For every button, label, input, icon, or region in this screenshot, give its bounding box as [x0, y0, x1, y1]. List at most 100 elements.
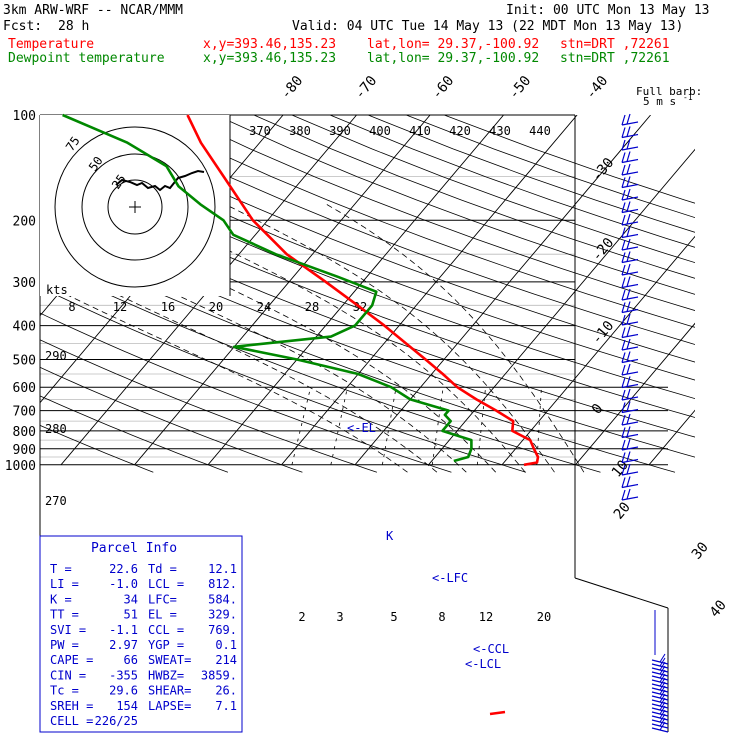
parcel-info-value: 26. — [215, 684, 237, 698]
dry-adiabat-line — [253, 115, 695, 279]
parcel-info-value: 154 — [116, 699, 138, 713]
isotherm-line — [281, 115, 578, 466]
barb-legend-line2: 5 m s — [643, 95, 676, 108]
hodograph-speed-label: 16 — [161, 300, 175, 314]
wind-barb-flag — [621, 189, 626, 201]
wind-barb-flag — [659, 689, 666, 699]
parcel-info-value: 769. — [208, 623, 237, 637]
wind-barb — [621, 196, 639, 201]
wind-barb — [621, 483, 639, 489]
parcel-info-label: LCL = — [148, 577, 184, 591]
isotherm-label: 40 — [707, 597, 730, 620]
parcel-info-label: T = — [50, 562, 72, 576]
k-marker: K — [386, 529, 394, 543]
model-title: 3km ARW-WRF -- NCAR/MMM — [3, 3, 184, 18]
theta-e-label: 410 — [409, 124, 431, 138]
right-axis-slant — [574, 577, 669, 609]
theta-label: 290 — [45, 349, 67, 363]
dry-adiabat-line — [444, 115, 695, 204]
parcel-info-value: 812. — [208, 577, 237, 591]
wind-barb — [621, 246, 639, 251]
wind-barb-flag — [626, 151, 631, 162]
parcel-info-label: CELL = — [50, 714, 93, 728]
ccl-marker: <-CCL — [473, 642, 509, 656]
wind-barb-flag — [621, 464, 626, 476]
parcel-info-label: PW = — [50, 638, 79, 652]
hodograph-ring-label: 50 — [86, 154, 106, 174]
parcel-info-label: CIN = — [50, 668, 86, 682]
parcel-info-box: Parcel Info T = 22.6 Td = 12.1 LI = -1.0 LCL = 8… — [39, 535, 243, 733]
wind-barb-flag — [659, 661, 666, 671]
wind-barb-flag — [626, 288, 631, 300]
wind-barb-flag — [626, 213, 631, 225]
dry-adiabat-line — [40, 166, 695, 418]
isotherm-line — [354, 115, 651, 466]
theta-e-label: 400 — [369, 124, 391, 138]
parcel-info-label: SVI = — [50, 623, 86, 637]
wind-barb-flag — [659, 657, 666, 667]
wind-barb — [621, 496, 639, 501]
moist-adiabats — [60, 203, 585, 473]
parcel-info-value: 34 — [124, 592, 138, 606]
wind-barb — [621, 146, 639, 151]
wind-barb-flag — [659, 721, 666, 731]
hodograph-trace — [115, 169, 205, 192]
wind-barb-flag — [621, 402, 626, 413]
parcel-info-value: 226/25 — [95, 714, 138, 728]
wind-barb — [621, 458, 639, 464]
parcel-info-value: -355 — [109, 668, 138, 682]
temperature-latlon: lat,lon= 29.37,-100.92 — [367, 37, 540, 52]
wind-barb — [621, 333, 639, 339]
wind-barb-flag — [626, 201, 631, 212]
hodograph-speed-label: 28 — [305, 300, 319, 314]
parcel-info-value: 22.6 — [109, 562, 138, 576]
isotherm-line — [207, 115, 504, 466]
wind-barb-flag — [626, 401, 631, 412]
wind-barb — [621, 208, 639, 214]
parcel-info-label: CCL = — [148, 623, 184, 637]
wind-barb-flag — [659, 705, 666, 715]
sounding-series — [62, 113, 540, 716]
wind-barb — [621, 296, 639, 301]
valid-time: Valid: 04 UTC Tue 14 May 13 (22 MDT Mon … — [292, 19, 684, 34]
wind-barb-flag — [626, 413, 631, 425]
wind-barb-flag — [659, 673, 666, 683]
isotherm-label: -50 — [506, 73, 535, 103]
wind-barb-flag — [621, 252, 626, 263]
pressure-label: 300 — [13, 276, 36, 291]
wind-barb-flag — [626, 388, 631, 400]
parcel-info-label: HWBZ= — [148, 668, 184, 682]
forecast-hour: 28 h — [58, 19, 90, 34]
wind-barb-flag — [626, 226, 631, 237]
wind-barb — [621, 396, 639, 401]
theta-e-label: 420 — [449, 124, 471, 138]
hodograph-ring — [81, 153, 189, 261]
parcel-info-label: K = — [50, 592, 72, 606]
wind-barb-flag — [621, 202, 626, 213]
mixing-ratio-line — [476, 387, 487, 465]
wind-barb-flag — [626, 188, 631, 200]
wind-barb-flag — [659, 701, 666, 711]
wind-barb — [621, 308, 639, 314]
barb-legend-sup: -1 — [683, 93, 693, 102]
hodograph-ring — [107, 179, 163, 235]
parcel-info-label: TT = — [50, 608, 79, 622]
wind-barb-flag — [626, 351, 631, 362]
isotherm-label: -20 — [589, 235, 618, 265]
pressure-label: 400 — [13, 320, 36, 335]
pressure-label: 200 — [13, 214, 36, 229]
dry-adiabat-line — [101, 115, 695, 345]
wind-barb-flag — [626, 488, 631, 500]
wind-barb — [621, 371, 639, 376]
wind-barb-flag — [659, 681, 666, 691]
wind-barb-flag — [626, 263, 631, 275]
dewpoint-station: stn=DRT ,72261 — [560, 51, 670, 66]
isotherm-line — [575, 322, 695, 466]
temperature-line — [186, 114, 540, 467]
theta-label: 280 — [45, 422, 67, 436]
wind-barb-flag — [621, 239, 626, 251]
theta-e-label: 390 — [329, 124, 351, 138]
hodograph-speed-label: 20 — [209, 300, 223, 314]
wind-barb-flag — [626, 301, 631, 312]
wind-barb — [621, 258, 639, 264]
